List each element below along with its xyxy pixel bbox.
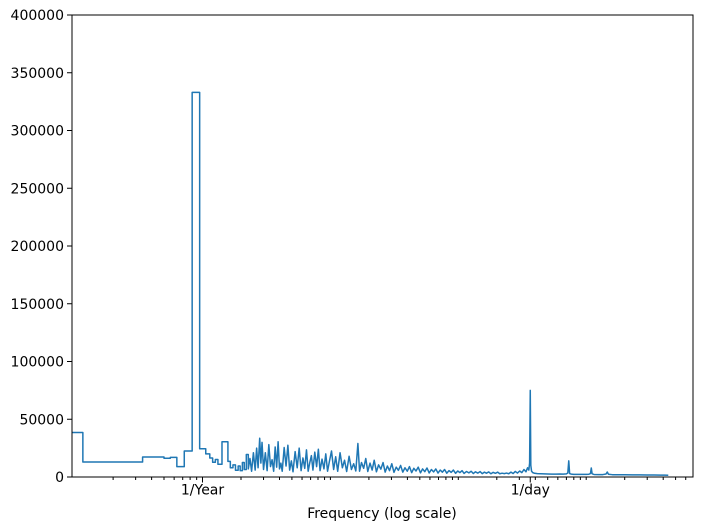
axis-ticks: 0 50000 100000 150000 200000 250000 300000 3500… (11, 8, 687, 499)
x-tick-label: 1/day (511, 483, 550, 499)
x-tick-label: 1/Year (181, 483, 225, 499)
y-tick-label: 0 (55, 470, 64, 486)
y-tick-label: 400000 (11, 8, 64, 24)
plot-area (72, 15, 693, 477)
y-tick-label: 300000 (11, 124, 64, 140)
y-tick-label: 150000 (11, 297, 64, 313)
y-tick-label: 100000 (11, 355, 64, 371)
y-tick-label: 350000 (11, 66, 64, 82)
spectrum-line (72, 91, 669, 477)
y-tick-label: 50000 (19, 412, 64, 428)
axes-spines (71, 14, 694, 478)
y-tick-label: 250000 (11, 181, 64, 197)
x-axis-label: Frequency (log scale) (307, 506, 457, 522)
y-tick-label: 200000 (11, 239, 64, 255)
